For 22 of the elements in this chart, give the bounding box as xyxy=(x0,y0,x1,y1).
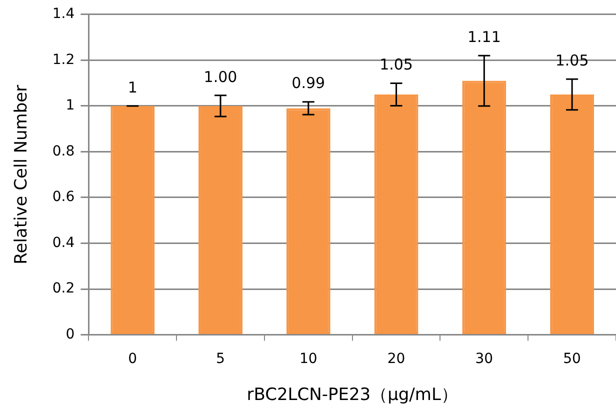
x-axis-title: rBC2LCN-PE23（μg/mL） xyxy=(246,385,458,406)
y-tick-label: 0.2 xyxy=(52,280,75,297)
x-tick-label: 10 xyxy=(299,350,318,367)
y-tick-label: 1.2 xyxy=(52,52,75,68)
x-tick-label: 50 xyxy=(563,350,581,367)
data-label: 1.11 xyxy=(467,28,501,46)
y-axis-title: Relative Cell Number xyxy=(12,84,32,264)
data-label: 1.05 xyxy=(555,52,589,70)
y-tick-label: 1 xyxy=(66,98,75,114)
x-tick-label: 5 xyxy=(216,350,225,367)
data-label: 1 xyxy=(128,78,138,96)
data-label: 0.99 xyxy=(292,74,326,92)
y-tick-label: 1.4 xyxy=(52,6,75,22)
data-label: 1.00 xyxy=(204,68,238,86)
y-tick-label: 0.6 xyxy=(52,189,75,206)
y-tick-label: 0.8 xyxy=(52,143,75,160)
x-tick-label: 30 xyxy=(475,350,494,367)
x-tick-label: 0 xyxy=(128,350,138,367)
x-tick-label: 20 xyxy=(387,350,406,367)
y-tick-label: 0.4 xyxy=(52,234,75,251)
data-label: 1.05 xyxy=(380,56,413,74)
y-tick-label: 0 xyxy=(66,326,75,342)
